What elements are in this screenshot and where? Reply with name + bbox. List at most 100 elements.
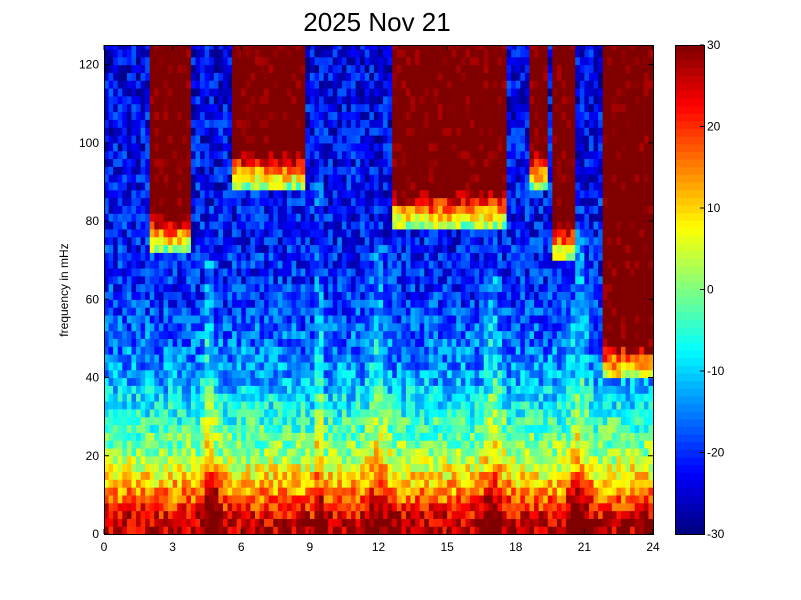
heatmap-cell xyxy=(168,400,174,410)
heatmap-cell xyxy=(131,322,137,332)
heatmap-cell xyxy=(415,518,421,527)
heatmap-cell xyxy=(309,510,316,519)
heatmap-cell xyxy=(241,487,247,496)
heatmap-cell xyxy=(282,487,288,496)
heatmap-cell xyxy=(209,346,215,355)
heatmap-cell xyxy=(277,283,284,293)
heatmap-cell xyxy=(181,440,187,449)
heatmap-cell xyxy=(296,213,302,222)
heatmap-cell xyxy=(296,181,302,191)
heatmap-cell xyxy=(460,150,467,160)
heatmap-cell xyxy=(108,416,114,426)
heatmap-cell xyxy=(373,440,380,449)
heatmap-cell xyxy=(213,338,219,347)
heatmap-cell xyxy=(456,487,462,496)
heatmap-cell xyxy=(108,424,114,433)
heatmap-cell xyxy=(168,307,174,316)
heatmap-cell xyxy=(383,150,389,160)
heatmap-cell xyxy=(277,228,284,238)
heatmap-cell xyxy=(172,494,178,504)
heatmap-cell xyxy=(378,221,384,230)
heatmap-cell xyxy=(177,369,183,379)
heatmap-cell xyxy=(190,346,197,355)
heatmap-cell xyxy=(447,205,453,214)
heatmap-cell xyxy=(387,103,393,113)
heatmap-cell xyxy=(264,479,270,488)
heatmap-cell xyxy=(222,369,229,379)
heatmap-cell xyxy=(277,72,284,81)
heatmap-cell xyxy=(314,369,320,379)
heatmap-cell xyxy=(154,299,160,308)
heatmap-cell xyxy=(341,424,348,433)
heatmap-cell xyxy=(236,408,242,418)
heatmap-cell xyxy=(341,213,348,222)
heatmap-cell xyxy=(113,346,119,355)
heatmap-cell xyxy=(323,275,329,285)
heatmap-cell xyxy=(273,236,279,246)
heatmap-cell xyxy=(236,213,242,222)
heatmap-cell xyxy=(410,228,416,238)
heatmap-cell xyxy=(309,95,316,105)
heatmap-cell xyxy=(268,291,274,300)
heatmap-cell xyxy=(113,197,119,206)
heatmap-cell xyxy=(415,45,421,50)
heatmap-cell xyxy=(360,88,366,97)
heatmap-cell xyxy=(291,346,297,355)
heatmap-cell xyxy=(410,48,416,58)
heatmap-cell xyxy=(268,361,274,371)
heatmap-cell xyxy=(383,64,389,73)
heatmap-cell xyxy=(168,134,174,144)
heatmap-cell xyxy=(259,48,265,58)
heatmap-cell xyxy=(314,338,320,347)
heatmap-cell xyxy=(277,346,284,355)
heatmap-cell xyxy=(186,502,192,512)
heatmap-cell xyxy=(154,346,160,355)
heatmap-cell xyxy=(168,424,174,433)
heatmap-cell xyxy=(204,95,210,105)
heatmap-cell xyxy=(383,103,389,113)
heatmap-cell xyxy=(190,526,197,535)
heatmap-cell xyxy=(213,322,219,332)
heatmap-cell xyxy=(113,119,119,128)
heatmap-cell xyxy=(442,338,448,347)
heatmap-cell xyxy=(346,205,352,214)
heatmap-cell xyxy=(168,213,174,222)
heatmap-cell xyxy=(259,213,265,222)
heatmap-cell xyxy=(401,158,407,167)
heatmap-cell xyxy=(154,134,160,144)
heatmap-cell xyxy=(245,346,251,355)
heatmap-cell xyxy=(319,400,325,410)
heatmap-cell xyxy=(419,361,425,371)
heatmap-cell xyxy=(378,455,384,465)
heatmap-cell xyxy=(177,56,183,66)
heatmap-cell xyxy=(419,221,425,230)
heatmap-cell xyxy=(433,174,439,183)
heatmap-cell xyxy=(181,236,187,246)
heatmap-cell xyxy=(154,103,160,113)
heatmap-cell xyxy=(117,119,123,128)
heatmap-cell xyxy=(405,338,412,347)
heatmap-cell xyxy=(337,221,343,230)
heatmap-cell xyxy=(236,72,242,81)
heatmap-cell xyxy=(149,95,155,105)
heatmap-cell xyxy=(168,299,174,308)
heatmap-cell xyxy=(172,526,178,535)
heatmap-cell xyxy=(287,45,293,50)
heatmap-cell xyxy=(136,416,142,426)
heatmap-cell xyxy=(213,244,219,253)
heatmap-cell xyxy=(346,471,352,480)
heatmap-cell xyxy=(104,111,110,120)
heatmap-cell xyxy=(405,377,412,386)
heatmap-cell xyxy=(250,440,256,449)
heatmap-cell xyxy=(227,299,233,308)
heatmap-cell xyxy=(433,416,439,426)
heatmap-cell xyxy=(355,72,361,81)
heatmap-cell xyxy=(419,408,425,418)
heatmap-cell xyxy=(282,119,288,128)
heatmap-cell xyxy=(460,463,467,472)
heatmap-cell xyxy=(131,80,137,89)
heatmap-cell xyxy=(419,181,425,191)
heatmap-cell xyxy=(373,354,380,363)
heatmap-cell xyxy=(332,80,338,89)
heatmap-cell xyxy=(264,424,270,433)
